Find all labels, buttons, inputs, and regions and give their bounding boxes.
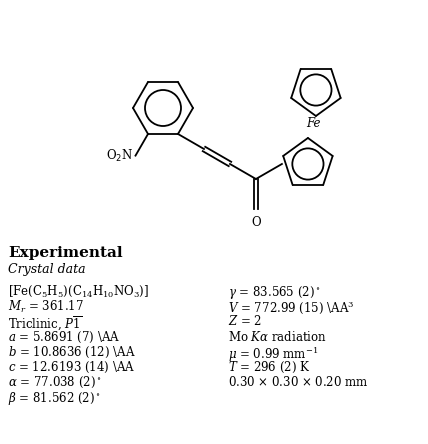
Text: $Z$ = 2: $Z$ = 2 <box>228 314 262 329</box>
Text: [Fe(C$_5$H$_5$)(C$_{14}$H$_{10}$NO$_3$)]: [Fe(C$_5$H$_5$)(C$_{14}$H$_{10}$NO$_3$)] <box>8 284 149 299</box>
Text: 0.30 $\times$ 0.30 $\times$ 0.20 mm: 0.30 $\times$ 0.30 $\times$ 0.20 mm <box>228 375 369 389</box>
Text: Mo $K\alpha$ radiation: Mo $K\alpha$ radiation <box>228 329 327 344</box>
Text: Fe: Fe <box>306 118 320 131</box>
Text: $b$ = 10.8636 (12) \AA: $b$ = 10.8636 (12) \AA <box>8 345 136 360</box>
Text: $M_r$ = 361.17: $M_r$ = 361.17 <box>8 299 84 315</box>
Text: $V$ = 772.99 (15) \AA$^3$: $V$ = 772.99 (15) \AA$^3$ <box>228 299 354 316</box>
Text: $\mu$ = 0.99 mm$^{-1}$: $\mu$ = 0.99 mm$^{-1}$ <box>228 345 318 364</box>
Text: $a$ = 5.8691 (7) \AA: $a$ = 5.8691 (7) \AA <box>8 329 120 345</box>
Text: Experimental: Experimental <box>8 246 123 260</box>
Text: $c$ = 12.6193 (14) \AA: $c$ = 12.6193 (14) \AA <box>8 360 135 375</box>
Text: $\alpha$ = 77.038 (2)$^\circ$: $\alpha$ = 77.038 (2)$^\circ$ <box>8 375 101 390</box>
Text: O$_2$N: O$_2$N <box>107 147 134 164</box>
Text: $T$ = 296 (2) K: $T$ = 296 (2) K <box>228 360 310 375</box>
Text: Triclinic, $P\overline{1}$: Triclinic, $P\overline{1}$ <box>8 314 82 333</box>
Text: O: O <box>251 216 261 229</box>
Text: $\gamma$ = 83.565 (2)$^\circ$: $\gamma$ = 83.565 (2)$^\circ$ <box>228 284 321 301</box>
Text: $\beta$ = 81.562 (2)$^\circ$: $\beta$ = 81.562 (2)$^\circ$ <box>8 390 101 408</box>
Text: Crystal data: Crystal data <box>8 263 86 276</box>
